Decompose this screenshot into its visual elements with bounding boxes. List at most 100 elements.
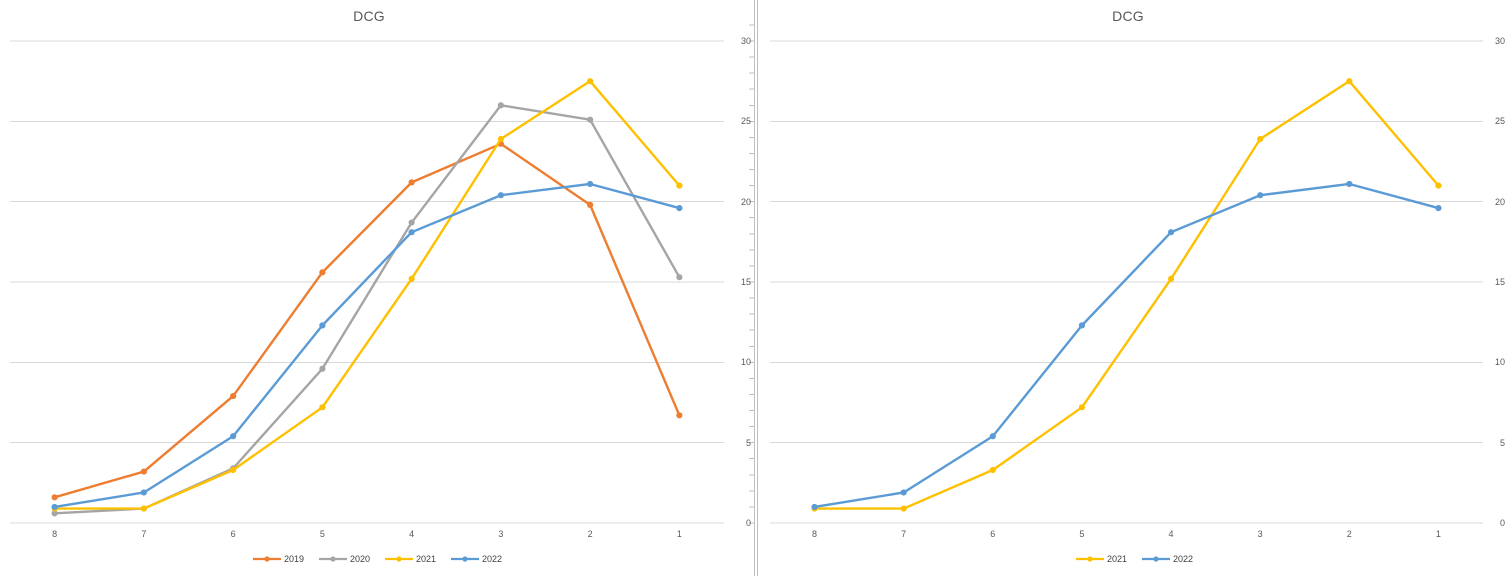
legend-label: 2021 — [1106, 554, 1127, 564]
data-point-2021 — [1435, 182, 1442, 189]
y-axis-tick-label: 30 — [740, 36, 751, 46]
legend-item-2019: 2019 — [252, 554, 304, 564]
data-point-2019 — [140, 468, 147, 475]
data-point-2022 — [408, 229, 415, 236]
data-point-2021 — [230, 466, 237, 474]
legend-label: 2020 — [349, 554, 370, 564]
data-point-2020 — [51, 510, 58, 517]
data-point-2021 — [587, 78, 594, 85]
y-axis-tick-label: 15 — [1494, 277, 1505, 287]
data-point-2022 — [676, 204, 683, 212]
y-axis-tick-label: 10 — [1494, 357, 1505, 368]
data-point-2019 — [319, 269, 326, 276]
legend-marker-icon — [1142, 556, 1170, 562]
x-axis-tick-label: 7 — [901, 529, 907, 539]
data-point-2022 — [140, 489, 147, 496]
x-axis-tick-label: 6 — [230, 529, 236, 539]
y-axis-tick-label: 15 — [740, 277, 751, 287]
data-point-2020 — [319, 365, 326, 372]
data-point-2022 — [230, 433, 237, 440]
data-point-2019 — [230, 392, 237, 400]
legend-item-2022: 2022 — [451, 554, 502, 564]
data-point-2019 — [676, 412, 683, 419]
data-point-2021 — [900, 505, 907, 512]
legend-marker-icon — [451, 556, 480, 562]
x-axis-tick-label: 4 — [1168, 529, 1174, 539]
data-point-2022 — [1078, 322, 1086, 329]
x-axis-tick-label: 4 — [409, 529, 415, 539]
legend-right: 2021 2022 — [757, 551, 1512, 567]
x-axis-tick-label: 8 — [812, 529, 818, 539]
series-line-2021 — [813, 79, 1440, 510]
x-axis-tick-label: 7 — [141, 529, 147, 539]
data-point-2022 — [1257, 192, 1264, 199]
x-axis-tick-label: 8 — [52, 529, 58, 539]
data-point-2020 — [676, 274, 683, 281]
data-point-2022 — [587, 180, 594, 188]
legend-marker-icon — [385, 556, 413, 562]
data-point-2019 — [587, 201, 594, 208]
data-point-2022 — [811, 503, 818, 511]
series-line-2019 — [53, 142, 681, 499]
y-axis-tick-label: 0 — [745, 518, 751, 528]
data-point-2022 — [989, 433, 996, 440]
legend-label: 2022 — [482, 554, 503, 564]
x-axis-tick-label: 5 — [1079, 529, 1085, 539]
data-point-2020 — [587, 116, 594, 123]
y-axis-tick-label: 5 — [1499, 437, 1505, 448]
legend-label: 2019 — [283, 554, 304, 564]
x-axis-tick-label: 1 — [1435, 529, 1441, 539]
y-axis-tick-label: 25 — [740, 116, 751, 127]
data-point-2021 — [140, 505, 147, 512]
x-axis-tick-label: 5 — [319, 529, 325, 539]
data-point-2022 — [1346, 180, 1353, 188]
chart-title-right: DCG — [1112, 8, 1144, 24]
data-point-2022 — [1167, 229, 1175, 236]
series-line-2020 — [53, 104, 681, 515]
legend-marker-icon — [1075, 556, 1104, 562]
data-point-2021 — [1346, 78, 1353, 85]
data-point-2022 — [497, 192, 504, 199]
x-axis-tick-label: 3 — [498, 529, 504, 539]
x-axis-tick-label: 1 — [676, 529, 682, 539]
y-axis-tick-label: 5 — [745, 437, 751, 448]
data-point-2021 — [676, 182, 683, 189]
y-axis-tick-label: 25 — [1494, 116, 1505, 127]
data-point-2021 — [989, 466, 996, 474]
legend-item-2020: 2020 — [318, 554, 370, 564]
x-axis-tick-label: 2 — [1346, 529, 1352, 539]
legend-left: 2019 2020 2021 2022 — [0, 551, 755, 567]
data-point-2022 — [51, 503, 58, 511]
legend-item-2022: 2022 — [1142, 554, 1193, 564]
data-point-2021 — [1257, 135, 1264, 143]
legend-item-2021: 2021 — [1075, 554, 1127, 564]
legend-marker-icon — [318, 556, 347, 562]
x-axis-tick-label: 3 — [1257, 529, 1263, 539]
legend-item-2021: 2021 — [385, 554, 436, 564]
data-point-2021 — [497, 135, 504, 143]
y-axis-tick-label: 20 — [1494, 196, 1505, 207]
data-point-2021 — [319, 404, 326, 411]
data-point-2020 — [497, 102, 504, 109]
data-point-2022 — [319, 322, 326, 329]
legend-marker-icon — [252, 556, 281, 562]
series-line-2021 — [53, 79, 681, 510]
series-line-2022 — [813, 182, 1440, 509]
data-point-2021 — [408, 275, 415, 282]
legend-label: 2022 — [1173, 554, 1194, 564]
x-axis-tick-label: 2 — [587, 529, 593, 539]
data-point-2021 — [1167, 275, 1175, 282]
data-point-2021 — [1078, 404, 1086, 411]
y-axis-tick-label: 10 — [740, 357, 751, 368]
y-axis-tick-label: 20 — [740, 196, 751, 207]
data-point-2019 — [51, 494, 58, 501]
data-point-2020 — [408, 219, 415, 226]
x-axis-tick-label: 6 — [990, 529, 996, 539]
chart-title-left: DCG — [353, 8, 385, 24]
legend-label: 2021 — [416, 554, 437, 564]
data-point-2022 — [1435, 204, 1442, 212]
data-point-2022 — [900, 489, 907, 496]
y-axis-tick-label: 30 — [1494, 36, 1505, 46]
